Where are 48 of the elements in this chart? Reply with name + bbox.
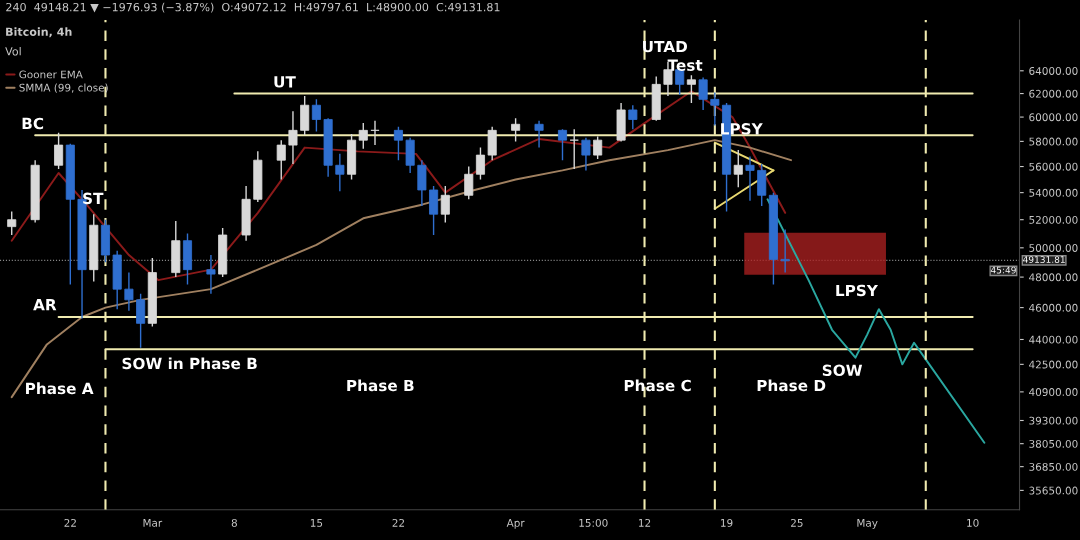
annotation: AR <box>33 299 57 311</box>
annotation: ST <box>83 192 104 205</box>
x-tick-label: 8 <box>231 518 237 527</box>
x-tick-label: 25 <box>791 518 803 527</box>
y-tick-label: 40900.00 <box>1029 388 1078 396</box>
x-tick-label: 12 <box>639 518 651 527</box>
annotation: UT <box>274 76 296 88</box>
x-tick-label: May <box>857 519 878 529</box>
y-tick-label: 52000.00 <box>1029 215 1078 224</box>
annotation: Vol <box>5 46 21 56</box>
annotation: UTAD <box>643 40 687 53</box>
y-tick-label: 44000.00 <box>1029 335 1078 344</box>
y-tick-label: 36850.00 <box>1029 462 1078 471</box>
annotation: SOW in Phase B <box>122 357 257 370</box>
x-tick-label: 10 <box>967 518 979 527</box>
annotation: Phase A <box>26 382 94 395</box>
y-tick-label: 50000.00 <box>1029 244 1078 252</box>
x-tick-label: Apr <box>506 519 525 529</box>
annotation: LPSY <box>836 284 879 297</box>
y-tick-label: 48000.00 <box>1029 273 1078 282</box>
y-tick-label: 64000.00 <box>1029 67 1078 75</box>
y-tick-label: 62000.00 <box>1029 89 1078 98</box>
annotation: SOW <box>822 364 863 377</box>
y-tick-label: 35650.00 <box>1029 486 1078 495</box>
x-tick-label: Mar <box>143 519 163 527</box>
y-tick-label: 42500.00 <box>1029 360 1078 369</box>
x-tick-label: 22 <box>64 518 76 527</box>
legend-label: Gooner EMA <box>19 70 83 79</box>
annotation: Phase D <box>757 379 826 392</box>
y-tick-label: 58000.00 <box>1029 137 1078 146</box>
annotation: BC <box>22 117 44 130</box>
x-tick-label: 19 <box>721 518 733 527</box>
y-tick-label: 56000.00 <box>1029 162 1078 171</box>
y-tick-label: 38050.00 <box>1029 439 1078 448</box>
y-tick-label: 54000.00 <box>1029 188 1078 197</box>
x-tick-label: 15 <box>310 519 323 527</box>
annotation: Phase B <box>347 379 414 392</box>
x-tick-label: 22 <box>392 518 405 527</box>
annotation: Phase C <box>624 379 691 392</box>
y-tick-label: 60000.00 <box>1029 113 1078 122</box>
y-tick-label: 46000.00 <box>1029 303 1078 312</box>
ref-line-label: 49131.81 <box>1023 256 1065 263</box>
text: Bitcoin, 4h <box>6 27 72 38</box>
text: 240 49148.21 ▼ −1976.93 (−3.87%) O:49072.12 H:49797.61 L:48900.00 C:49131.81 <box>6 2 500 13</box>
legend-label: SMMA (99, close) <box>19 83 108 93</box>
x-tick-label: 15:00 <box>579 518 608 527</box>
annotation: 45:49 <box>990 266 1016 274</box>
y-tick-label: 39300.00 <box>1029 416 1078 425</box>
